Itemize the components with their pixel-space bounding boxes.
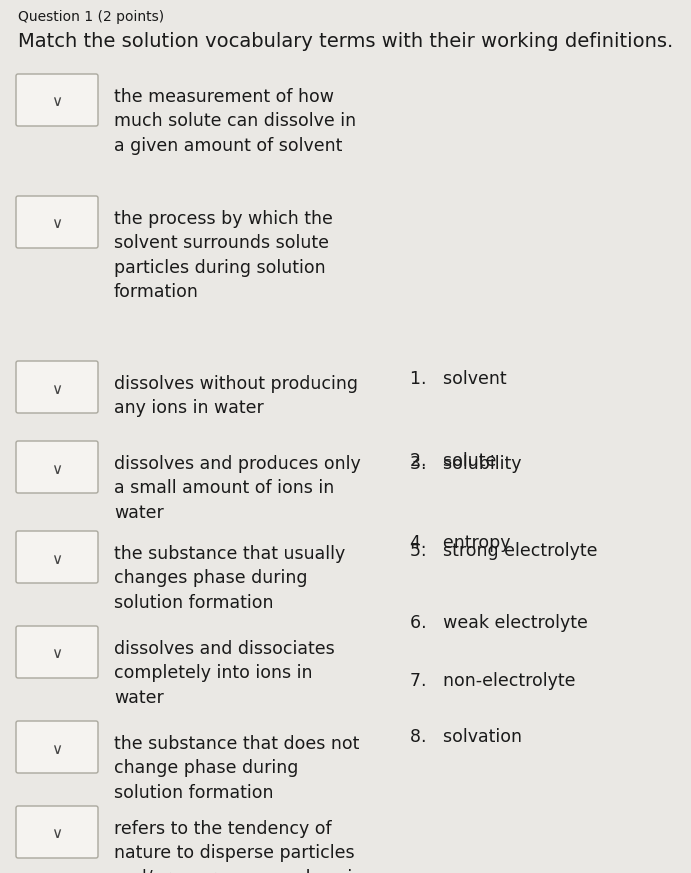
FancyBboxPatch shape bbox=[16, 626, 98, 678]
Text: 1.   solvent: 1. solvent bbox=[410, 370, 507, 388]
Text: 7.   non-electrolyte: 7. non-electrolyte bbox=[410, 672, 576, 690]
FancyBboxPatch shape bbox=[16, 721, 98, 773]
Text: the process by which the
solvent surrounds solute
particles during solution
form: the process by which the solvent surroun… bbox=[114, 210, 333, 301]
FancyBboxPatch shape bbox=[16, 531, 98, 583]
Text: Question 1 (2 points): Question 1 (2 points) bbox=[18, 10, 164, 24]
Text: ∨: ∨ bbox=[51, 382, 63, 396]
FancyBboxPatch shape bbox=[16, 361, 98, 413]
Text: the substance that does not
change phase during
solution formation: the substance that does not change phase… bbox=[114, 735, 359, 801]
Text: 5.   strong electrolyte: 5. strong electrolyte bbox=[410, 542, 598, 560]
Text: ∨: ∨ bbox=[51, 94, 63, 109]
FancyBboxPatch shape bbox=[16, 74, 98, 126]
Text: Match the solution vocabulary terms with their working definitions.: Match the solution vocabulary terms with… bbox=[18, 32, 673, 51]
Text: ∨: ∨ bbox=[51, 462, 63, 477]
Text: ∨: ∨ bbox=[51, 647, 63, 662]
Text: 6.   weak electrolyte: 6. weak electrolyte bbox=[410, 614, 588, 632]
Text: the measurement of how
much solute can dissolve in
a given amount of solvent: the measurement of how much solute can d… bbox=[114, 88, 356, 155]
Text: refers to the tendency of
nature to disperse particles
and/or energy as much as : refers to the tendency of nature to disp… bbox=[114, 820, 361, 873]
Text: 3.   solubility: 3. solubility bbox=[410, 455, 522, 473]
Text: the substance that usually
changes phase during
solution formation: the substance that usually changes phase… bbox=[114, 545, 346, 612]
Text: ∨: ∨ bbox=[51, 827, 63, 842]
Text: dissolves and dissociates
completely into ions in
water: dissolves and dissociates completely int… bbox=[114, 640, 334, 706]
Text: ∨: ∨ bbox=[51, 552, 63, 567]
Text: 8.   solvation: 8. solvation bbox=[410, 728, 522, 746]
Text: 2.   solute: 2. solute bbox=[410, 452, 496, 470]
Text: dissolves and produces only
a small amount of ions in
water: dissolves and produces only a small amou… bbox=[114, 455, 361, 521]
FancyBboxPatch shape bbox=[16, 196, 98, 248]
Text: 4.   entropy: 4. entropy bbox=[410, 534, 511, 552]
FancyBboxPatch shape bbox=[16, 441, 98, 493]
FancyBboxPatch shape bbox=[16, 806, 98, 858]
Text: ∨: ∨ bbox=[51, 217, 63, 231]
Text: dissolves without producing
any ions in water: dissolves without producing any ions in … bbox=[114, 375, 358, 417]
Text: ∨: ∨ bbox=[51, 741, 63, 757]
